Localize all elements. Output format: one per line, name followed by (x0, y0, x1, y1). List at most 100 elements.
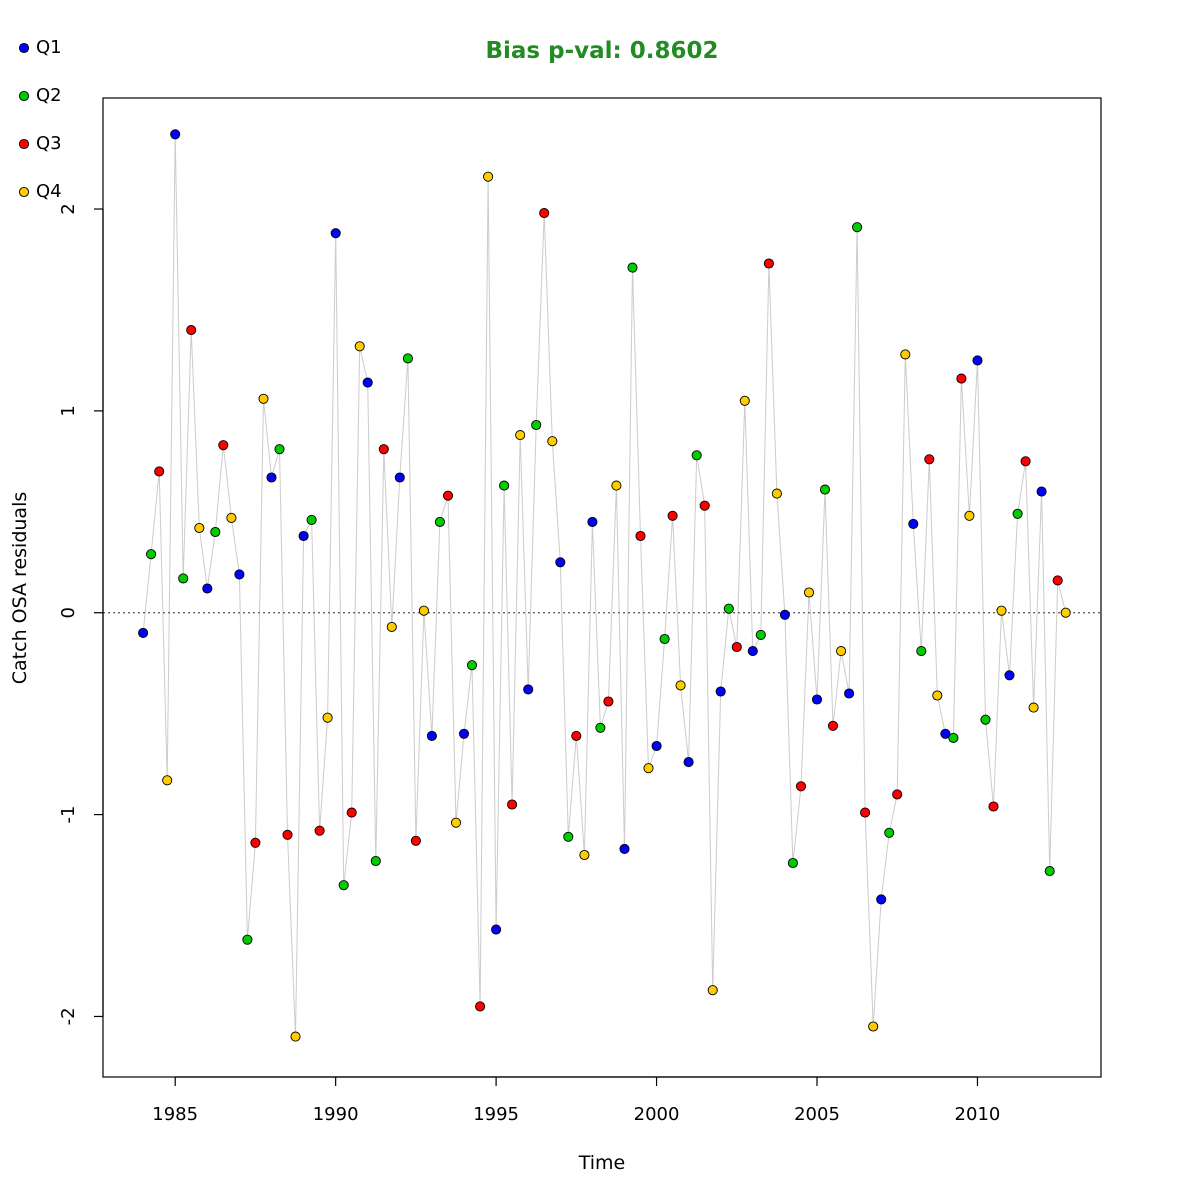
data-point-q4 (707, 985, 718, 996)
data-point-q4 (547, 436, 558, 447)
data-point-q2 (819, 484, 831, 495)
data-point-q1 (170, 129, 181, 140)
y-tick-label: 1 (58, 405, 79, 416)
data-point-q1 (394, 472, 405, 483)
data-point-q1 (426, 730, 437, 741)
x-tick-label: 1985 (152, 1104, 198, 1125)
data-point-q4 (515, 430, 526, 441)
points-layer (138, 129, 1071, 1042)
data-point-q2 (627, 262, 638, 273)
data-point-q2 (434, 516, 445, 527)
data-point-q4 (579, 849, 590, 861)
x-tick-label: 2010 (955, 1104, 1001, 1125)
y-tick-label: 0 (58, 607, 79, 618)
data-point-q2 (531, 419, 542, 431)
x-tick-label: 2005 (794, 1104, 840, 1125)
data-point-q3 (827, 720, 839, 731)
data-point-q1 (972, 355, 983, 366)
x-axis-label: Time (578, 1152, 626, 1174)
data-point-q3 (378, 444, 389, 455)
data-point-q4 (290, 1031, 301, 1042)
data-point-q2 (563, 831, 574, 842)
data-point-q3 (282, 829, 293, 840)
data-point-q3 (410, 835, 421, 846)
chart-title: Bias p-val: 0.8602 (486, 38, 719, 64)
data-point-q4 (418, 605, 429, 616)
data-point-q4 (675, 680, 686, 691)
data-point-q2 (916, 646, 927, 657)
x-axis: 1985 1990 1995 2000 2005 2010 (152, 1076, 1001, 1125)
legend-label-q4: Q4 (36, 181, 62, 202)
data-point-q3 (892, 789, 903, 800)
data-point-q3 (442, 490, 454, 501)
data-point-q2 (210, 526, 221, 538)
data-point-q3 (795, 781, 807, 792)
data-point-q2 (852, 222, 863, 233)
data-point-q2 (723, 603, 734, 614)
data-point-q3 (731, 641, 742, 653)
data-point-q4 (771, 488, 782, 499)
legend-label-q3: Q3 (36, 133, 62, 154)
data-point-q3 (699, 500, 710, 511)
data-point-q3 (507, 799, 518, 810)
data-point-q1 (908, 518, 919, 529)
data-point-q4 (1060, 607, 1071, 618)
data-point-q3 (250, 837, 261, 848)
data-point-q1 (234, 569, 245, 580)
data-point-q2 (338, 880, 349, 891)
data-point-q2 (242, 934, 253, 945)
data-point-q1 (1004, 670, 1015, 681)
data-point-q4 (803, 587, 815, 598)
data-point-q3 (571, 730, 582, 741)
data-point-q3 (1020, 456, 1031, 467)
data-point-q3 (475, 1001, 486, 1012)
data-point-q4 (258, 393, 269, 404)
data-point-q3 (186, 325, 197, 336)
data-point-q3 (988, 801, 999, 812)
plot-frame (102, 97, 1102, 1078)
data-point-q1 (458, 728, 470, 739)
data-point-q4 (611, 480, 622, 491)
data-point-q1 (555, 557, 566, 568)
data-point-q2 (691, 450, 702, 461)
data-point-q3 (218, 440, 229, 451)
data-point-q2 (787, 857, 798, 869)
data-point-q1 (779, 609, 790, 620)
x-tick-label: 2000 (634, 1104, 680, 1125)
data-point-q1 (298, 530, 309, 542)
data-point-q3 (860, 807, 871, 818)
data-point-q4 (932, 690, 943, 701)
data-point-q1 (523, 684, 534, 695)
data-point-q2 (466, 660, 478, 671)
data-point-q4 (996, 605, 1007, 616)
data-point-q1 (747, 646, 758, 657)
data-point-q4 (1028, 702, 1039, 713)
data-point-q4 (194, 522, 205, 534)
data-point-q3 (956, 373, 967, 384)
data-point-q4 (226, 512, 237, 523)
data-point-q2 (306, 514, 317, 525)
legend-marker-q3 (18, 138, 30, 150)
x-tick-label: 1990 (313, 1104, 359, 1125)
data-point-q2 (948, 732, 959, 743)
data-point-q4 (162, 775, 173, 786)
data-point-q4 (900, 349, 911, 360)
data-point-q1 (587, 516, 598, 527)
data-point-q2 (755, 629, 766, 640)
y-axis: -2 -1 0 1 2 (58, 203, 104, 1025)
data-point-q2 (595, 722, 606, 733)
x-tick-label: 1995 (473, 1104, 519, 1125)
data-point-q4 (354, 341, 365, 352)
data-point-q3 (346, 807, 357, 818)
data-point-q2 (1044, 866, 1055, 877)
data-point-q4 (836, 646, 847, 657)
data-point-q3 (539, 208, 550, 219)
data-point-q3 (1052, 575, 1063, 586)
data-point-q3 (667, 510, 678, 521)
data-point-q2 (274, 444, 285, 455)
y-tick-label: 2 (58, 203, 79, 214)
data-point-q4 (386, 621, 397, 632)
data-point-q2 (659, 633, 670, 645)
data-point-q4 (739, 395, 750, 406)
